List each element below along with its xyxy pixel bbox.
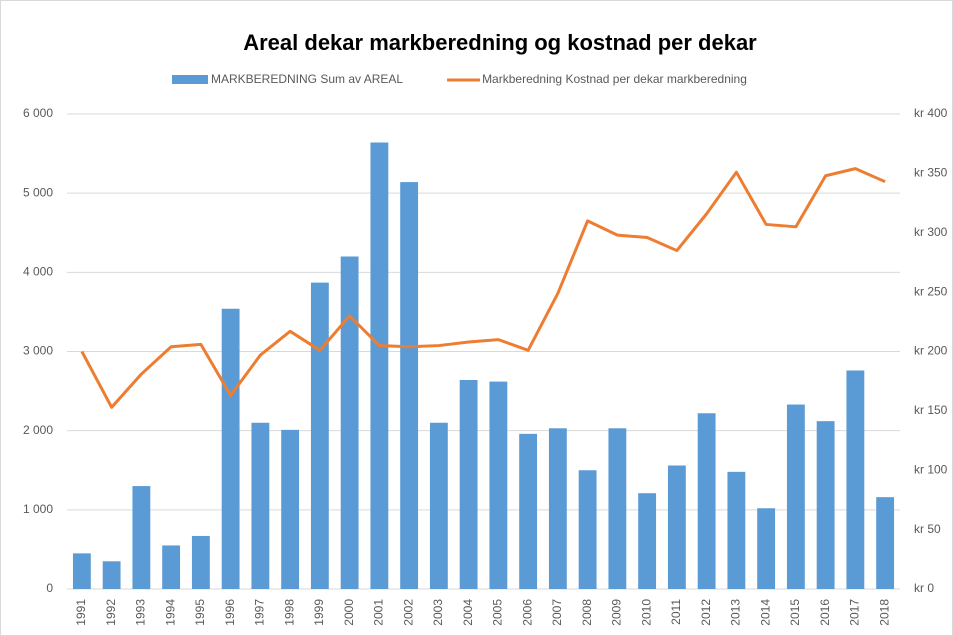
x-tick-label: 2010: [639, 599, 653, 626]
bar: [102, 561, 121, 589]
x-tick-label: 2008: [580, 599, 594, 626]
x-tick-label: 2018: [877, 599, 891, 626]
y2-tick-label: kr 200: [914, 344, 948, 358]
bar: [251, 422, 270, 589]
x-tick-label: 2006: [520, 599, 534, 626]
legend-swatch: [172, 75, 208, 84]
x-tick-label: 1993: [134, 599, 148, 626]
x-tick-label: 2001: [372, 599, 386, 626]
bar: [876, 497, 895, 589]
bar: [221, 308, 240, 589]
x-tick-label: 1999: [312, 599, 326, 626]
legend-label: Markberedning Kostnad per dekar markbere…: [482, 72, 747, 86]
x-tick-label: 2007: [550, 599, 564, 626]
bar: [162, 545, 181, 589]
bar: [578, 470, 597, 589]
bar: [459, 380, 478, 589]
chart-title: Areal dekar markberedning og kostnad per…: [243, 30, 757, 55]
x-tick-label: 2000: [342, 599, 356, 626]
y-tick-label: 0: [46, 581, 53, 595]
x-tick-label: 2013: [729, 599, 743, 626]
x-tick-label: 2012: [699, 599, 713, 626]
x-tick-label: 2017: [848, 599, 862, 626]
x-tick-label: 2003: [431, 599, 445, 626]
x-tick-label: 2011: [669, 599, 683, 625]
bar: [429, 422, 448, 589]
x-tick-label: 2014: [758, 599, 772, 626]
x-tick-label: 2004: [461, 599, 475, 626]
bar: [667, 465, 686, 589]
x-tick-label: 2005: [491, 599, 505, 626]
y2-tick-label: kr 100: [914, 462, 948, 476]
bar: [638, 493, 657, 589]
y-tick-label: 4 000: [23, 265, 53, 279]
y-tick-label: 1 000: [23, 502, 53, 516]
x-tick-label: 2016: [818, 599, 832, 626]
y2-tick-label: kr 250: [914, 284, 948, 298]
x-tick-label: 2002: [401, 599, 415, 626]
bar: [727, 471, 746, 589]
x-tick-label: 2009: [610, 599, 624, 626]
y2-tick-label: kr 50: [914, 522, 941, 536]
x-tick-label: 1994: [163, 599, 177, 626]
bar: [548, 428, 567, 589]
x-tick-label: 1995: [193, 599, 207, 626]
bar: [786, 404, 805, 589]
x-tick-label: 2015: [788, 599, 802, 626]
bar: [608, 428, 627, 589]
bar: [281, 429, 300, 589]
x-tick-label: 1998: [282, 599, 296, 626]
bar: [697, 413, 716, 589]
y2-tick-label: kr 300: [914, 225, 948, 239]
y-tick-label: 3 000: [23, 344, 53, 358]
bar: [846, 370, 865, 589]
bar: [310, 282, 329, 589]
bar: [519, 433, 538, 589]
y2-tick-label: kr 150: [914, 403, 948, 417]
bar: [340, 256, 359, 589]
bar: [191, 535, 210, 589]
bar: [132, 486, 151, 589]
x-tick-label: 1997: [253, 599, 267, 626]
bar: [72, 553, 91, 589]
y2-tick-label: kr 350: [914, 166, 948, 180]
bar: [757, 508, 776, 589]
bar: [370, 142, 389, 589]
x-tick-label: 1992: [104, 599, 118, 626]
x-tick-label: 1996: [223, 599, 237, 626]
y2-tick-label: kr 0: [914, 581, 934, 595]
bar: [400, 182, 419, 590]
legend-label: MARKBEREDNING Sum av AREAL: [211, 72, 403, 86]
y-tick-label: 6 000: [23, 106, 53, 120]
bar: [816, 421, 835, 589]
bar: [489, 381, 508, 589]
line: [80, 167, 886, 409]
y-tick-label: 2 000: [23, 423, 53, 437]
y-tick-label: 5 000: [23, 185, 53, 199]
y2-tick-label: kr 400: [914, 106, 948, 120]
x-tick-label: 1991: [74, 599, 88, 626]
